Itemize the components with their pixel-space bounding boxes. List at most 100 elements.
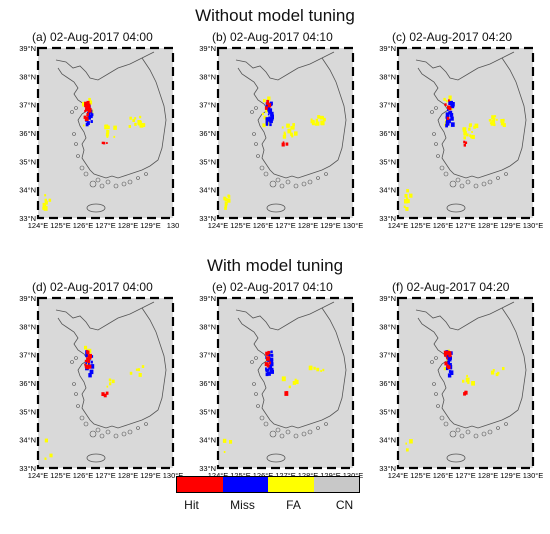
- hit-pixel: [448, 353, 452, 358]
- island-outline: [252, 382, 256, 386]
- island-outline: [79, 165, 85, 171]
- lon-tick-label: 129°E: [500, 221, 521, 230]
- lon-tick-label: 125°E: [230, 471, 251, 480]
- lon-tick-label: 124°E: [388, 221, 409, 230]
- hit-pixel: [446, 364, 449, 368]
- lat-tick-label: 34°N: [19, 436, 36, 445]
- false-alarm-pixel: [226, 198, 231, 203]
- legend-label-fa: FA: [286, 498, 301, 512]
- hit-pixel: [267, 350, 270, 354]
- false-alarm-pixel: [470, 135, 473, 139]
- island-outline: [301, 181, 307, 187]
- island-outline: [324, 172, 328, 176]
- island-outline: [113, 433, 119, 439]
- false-alarm-pixel: [409, 439, 413, 444]
- lat-tick-label: 38°N: [199, 322, 216, 331]
- miss-pixel: [265, 369, 268, 373]
- miss-pixel: [90, 360, 93, 364]
- miss-pixel: [450, 102, 455, 107]
- lat-tick-label: 34°N: [379, 186, 396, 195]
- false-alarm-pixel: [314, 123, 317, 126]
- island-outline: [250, 360, 254, 364]
- island-outline: [95, 427, 101, 433]
- miss-pixel: [270, 362, 274, 367]
- false-alarm-pixel: [462, 127, 465, 130]
- false-alarm-pixel: [322, 368, 325, 372]
- coastline: [55, 51, 167, 179]
- lon-tick-label: 129°E: [140, 221, 161, 230]
- lat-tick-label: 35°N: [199, 407, 216, 416]
- lon-tick-label: 129°E: [320, 471, 341, 480]
- island-outline: [263, 171, 269, 177]
- lon-tick-label: 126°E: [433, 221, 454, 230]
- jeju-island-outline: [266, 453, 286, 463]
- false-alarm-pixel: [315, 118, 318, 122]
- miss-pixel: [270, 111, 274, 116]
- lon-tick-label: 127°E: [275, 471, 296, 480]
- island-outline: [127, 179, 133, 185]
- map-frame: [216, 296, 355, 470]
- hit-pixel: [266, 356, 270, 361]
- false-alarm-pixel: [223, 451, 226, 453]
- lat-tick-label: 37°N: [199, 101, 216, 110]
- lat-tick-label: 39°N: [19, 294, 36, 303]
- hit-pixel: [86, 105, 90, 110]
- lon-tick-label: 127°E: [95, 471, 116, 480]
- hit-pixel: [447, 352, 449, 355]
- island-outline: [465, 179, 471, 185]
- hit-pixel: [268, 104, 270, 107]
- miss-pixel: [449, 110, 453, 115]
- legend-colorbar: [176, 476, 360, 493]
- false-alarm-pixel: [141, 365, 145, 368]
- panel-title: (b) 02-Aug-2017 04:10: [212, 30, 333, 44]
- island-outline: [105, 179, 111, 185]
- miss-pixel: [450, 122, 455, 127]
- miss-pixel: [267, 371, 271, 376]
- lon-tick-label: 124°E: [28, 471, 49, 480]
- lat-tick-label: 35°N: [379, 157, 396, 166]
- island-outline: [263, 421, 269, 427]
- lat-tick-label: 33°N: [199, 214, 216, 223]
- island-outline: [83, 421, 89, 427]
- false-alarm-pixel: [443, 97, 446, 101]
- false-alarm-pixel: [317, 115, 320, 119]
- hit-pixel: [87, 355, 92, 360]
- island-outline: [136, 176, 140, 180]
- miss-pixel: [270, 350, 273, 354]
- lat-tick-label: 34°N: [379, 436, 396, 445]
- false-alarm-pixel: [108, 378, 112, 382]
- hit-pixel: [86, 358, 90, 363]
- island-outline: [279, 433, 285, 439]
- lat-tick-label: 39°N: [379, 294, 396, 303]
- false-alarm-pixel: [290, 127, 293, 130]
- lon-tick-label: 126°E: [253, 221, 274, 230]
- hit-pixel: [86, 113, 89, 116]
- hit-pixel: [86, 366, 89, 369]
- false-alarm-pixel: [129, 116, 132, 120]
- miss-pixel: [450, 116, 454, 121]
- island-outline: [449, 180, 457, 188]
- island-outline: [430, 360, 434, 364]
- lat-tick-label: 36°N: [379, 379, 396, 388]
- lat-tick-label: 37°N: [379, 101, 396, 110]
- panel-title: (d) 02-Aug-2017 04:00: [32, 280, 153, 294]
- miss-pixel: [88, 373, 92, 378]
- island-outline: [89, 180, 97, 188]
- lon-tick-label: 127°E: [95, 221, 116, 230]
- miss-pixel: [447, 112, 450, 115]
- false-alarm-pixel: [502, 367, 505, 371]
- island-outline: [316, 176, 320, 180]
- false-alarm-pixel: [494, 115, 497, 118]
- map-background: [398, 298, 533, 468]
- lon-tick-label: 127°E: [455, 471, 476, 480]
- jeju-island-outline: [266, 203, 286, 213]
- hit-pixel: [86, 100, 90, 105]
- miss-pixel: [447, 122, 450, 125]
- miss-pixel: [445, 112, 450, 117]
- false-alarm-pixel: [49, 453, 53, 458]
- false-alarm-pixel: [463, 131, 467, 136]
- island-outline: [105, 429, 111, 435]
- lat-tick-label: 36°N: [199, 379, 216, 388]
- lat-tick-label: 35°N: [19, 157, 36, 166]
